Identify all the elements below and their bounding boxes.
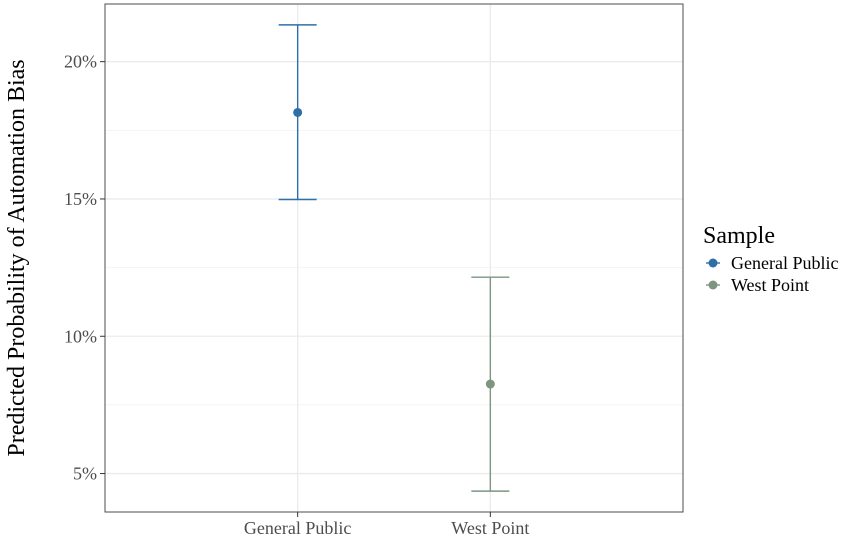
legend-entry: West Point: [706, 275, 809, 295]
x-tick-label: West Point: [451, 518, 529, 538]
grid: [105, 4, 683, 512]
y-tick-label: 10%: [64, 326, 97, 346]
error-bars: [278, 24, 510, 492]
point-estimate: [485, 379, 495, 389]
legend-title: Sample: [703, 223, 775, 249]
y-axis-title: Predicted Probability of Automation Bias: [4, 59, 30, 456]
x-tick-label: General Public: [244, 518, 351, 538]
point-estimate: [293, 107, 303, 117]
legend-label: General Public: [731, 253, 838, 273]
y-tick-label: 20%: [64, 52, 97, 72]
y-axis-ticks: 5% 10% 15% 20%: [64, 52, 105, 484]
legend-label: West Point: [731, 275, 809, 295]
legend-key-point: [708, 258, 718, 268]
y-tick-label: 5%: [73, 464, 97, 484]
legend-entry: General Public: [706, 253, 838, 273]
x-axis-ticks: General Public West Point: [244, 512, 529, 538]
error-bar-general-public: [278, 24, 317, 201]
y-tick-label: 15%: [64, 189, 97, 209]
plot-panel-border: [104, 3, 684, 513]
error-bar-west-point: [471, 276, 510, 492]
legend-key-point: [708, 280, 718, 290]
